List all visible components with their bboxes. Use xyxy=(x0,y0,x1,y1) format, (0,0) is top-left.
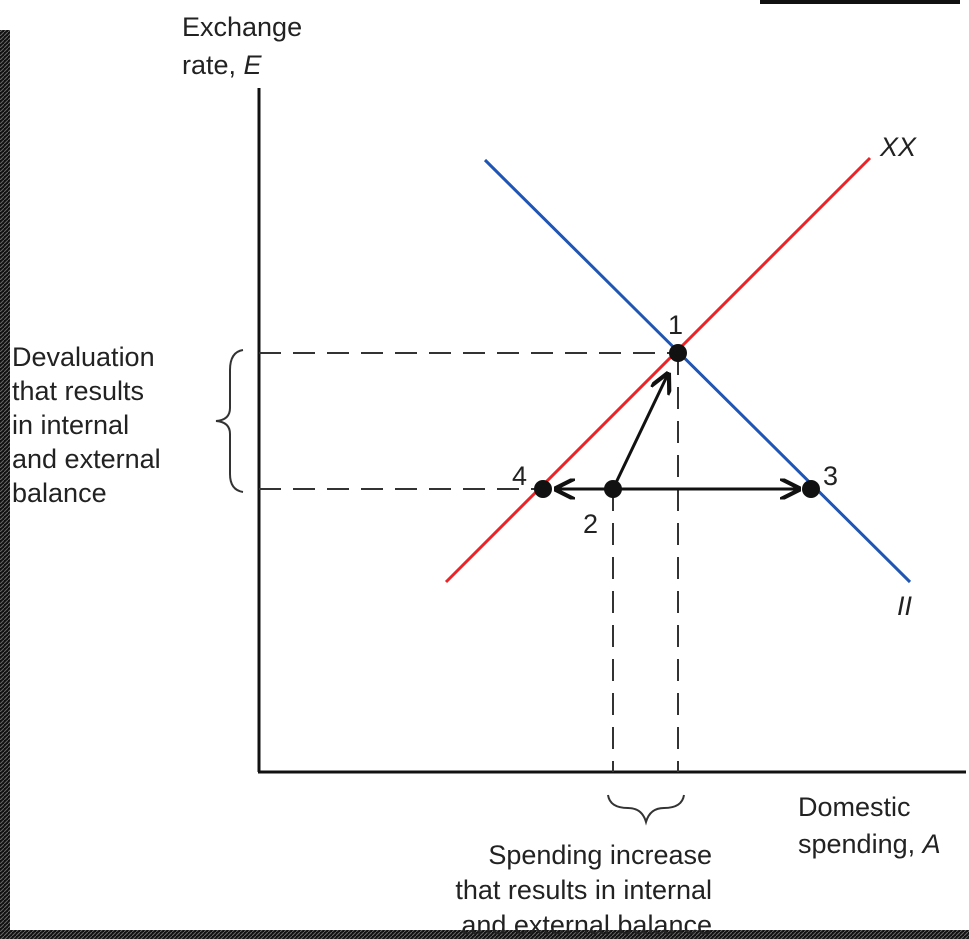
note-line: and external balance xyxy=(461,910,712,939)
edge-strip xyxy=(0,930,969,939)
x-axis-label: spending, xyxy=(798,829,915,859)
note-line: Devaluation xyxy=(12,342,155,372)
x-axis-label: Domestic xyxy=(798,792,911,822)
note-line: that results in internal xyxy=(455,875,712,905)
guide-lines xyxy=(259,352,679,772)
note-line: that results xyxy=(12,376,144,406)
spending-note: Spending increase that results in interna… xyxy=(455,840,712,939)
xx-curve xyxy=(444,156,872,584)
curve-label: XX xyxy=(879,132,917,162)
note-line: Spending increase xyxy=(488,840,712,870)
note-line: and external xyxy=(12,444,161,474)
point-label: 1 xyxy=(668,310,683,340)
brace xyxy=(607,794,685,826)
y-axis-symbol: E xyxy=(244,50,263,80)
note-line: in internal xyxy=(12,410,129,440)
edge-strip xyxy=(0,30,10,939)
point xyxy=(604,480,622,498)
y-axis-label: rate, xyxy=(182,50,236,80)
devaluation-note: Devaluation that results in internal and ex… xyxy=(12,342,161,508)
point-label: 4 xyxy=(512,461,527,491)
arrow xyxy=(611,374,668,490)
edge-strip xyxy=(760,0,960,4)
point xyxy=(802,480,820,498)
ii-curve xyxy=(483,158,912,584)
y-axis-label: rate, E xyxy=(182,50,263,80)
brace xyxy=(215,349,244,493)
point-label: 2 xyxy=(583,509,598,539)
point-label: 3 xyxy=(823,461,838,491)
point xyxy=(534,480,552,498)
x-axis-symbol: A xyxy=(921,829,941,859)
x-axis-label: spending, A xyxy=(798,829,941,859)
point xyxy=(669,344,687,362)
curve-label: II xyxy=(897,591,913,621)
y-axis-label: Exchange xyxy=(182,12,302,42)
note-line: balance xyxy=(12,478,107,508)
